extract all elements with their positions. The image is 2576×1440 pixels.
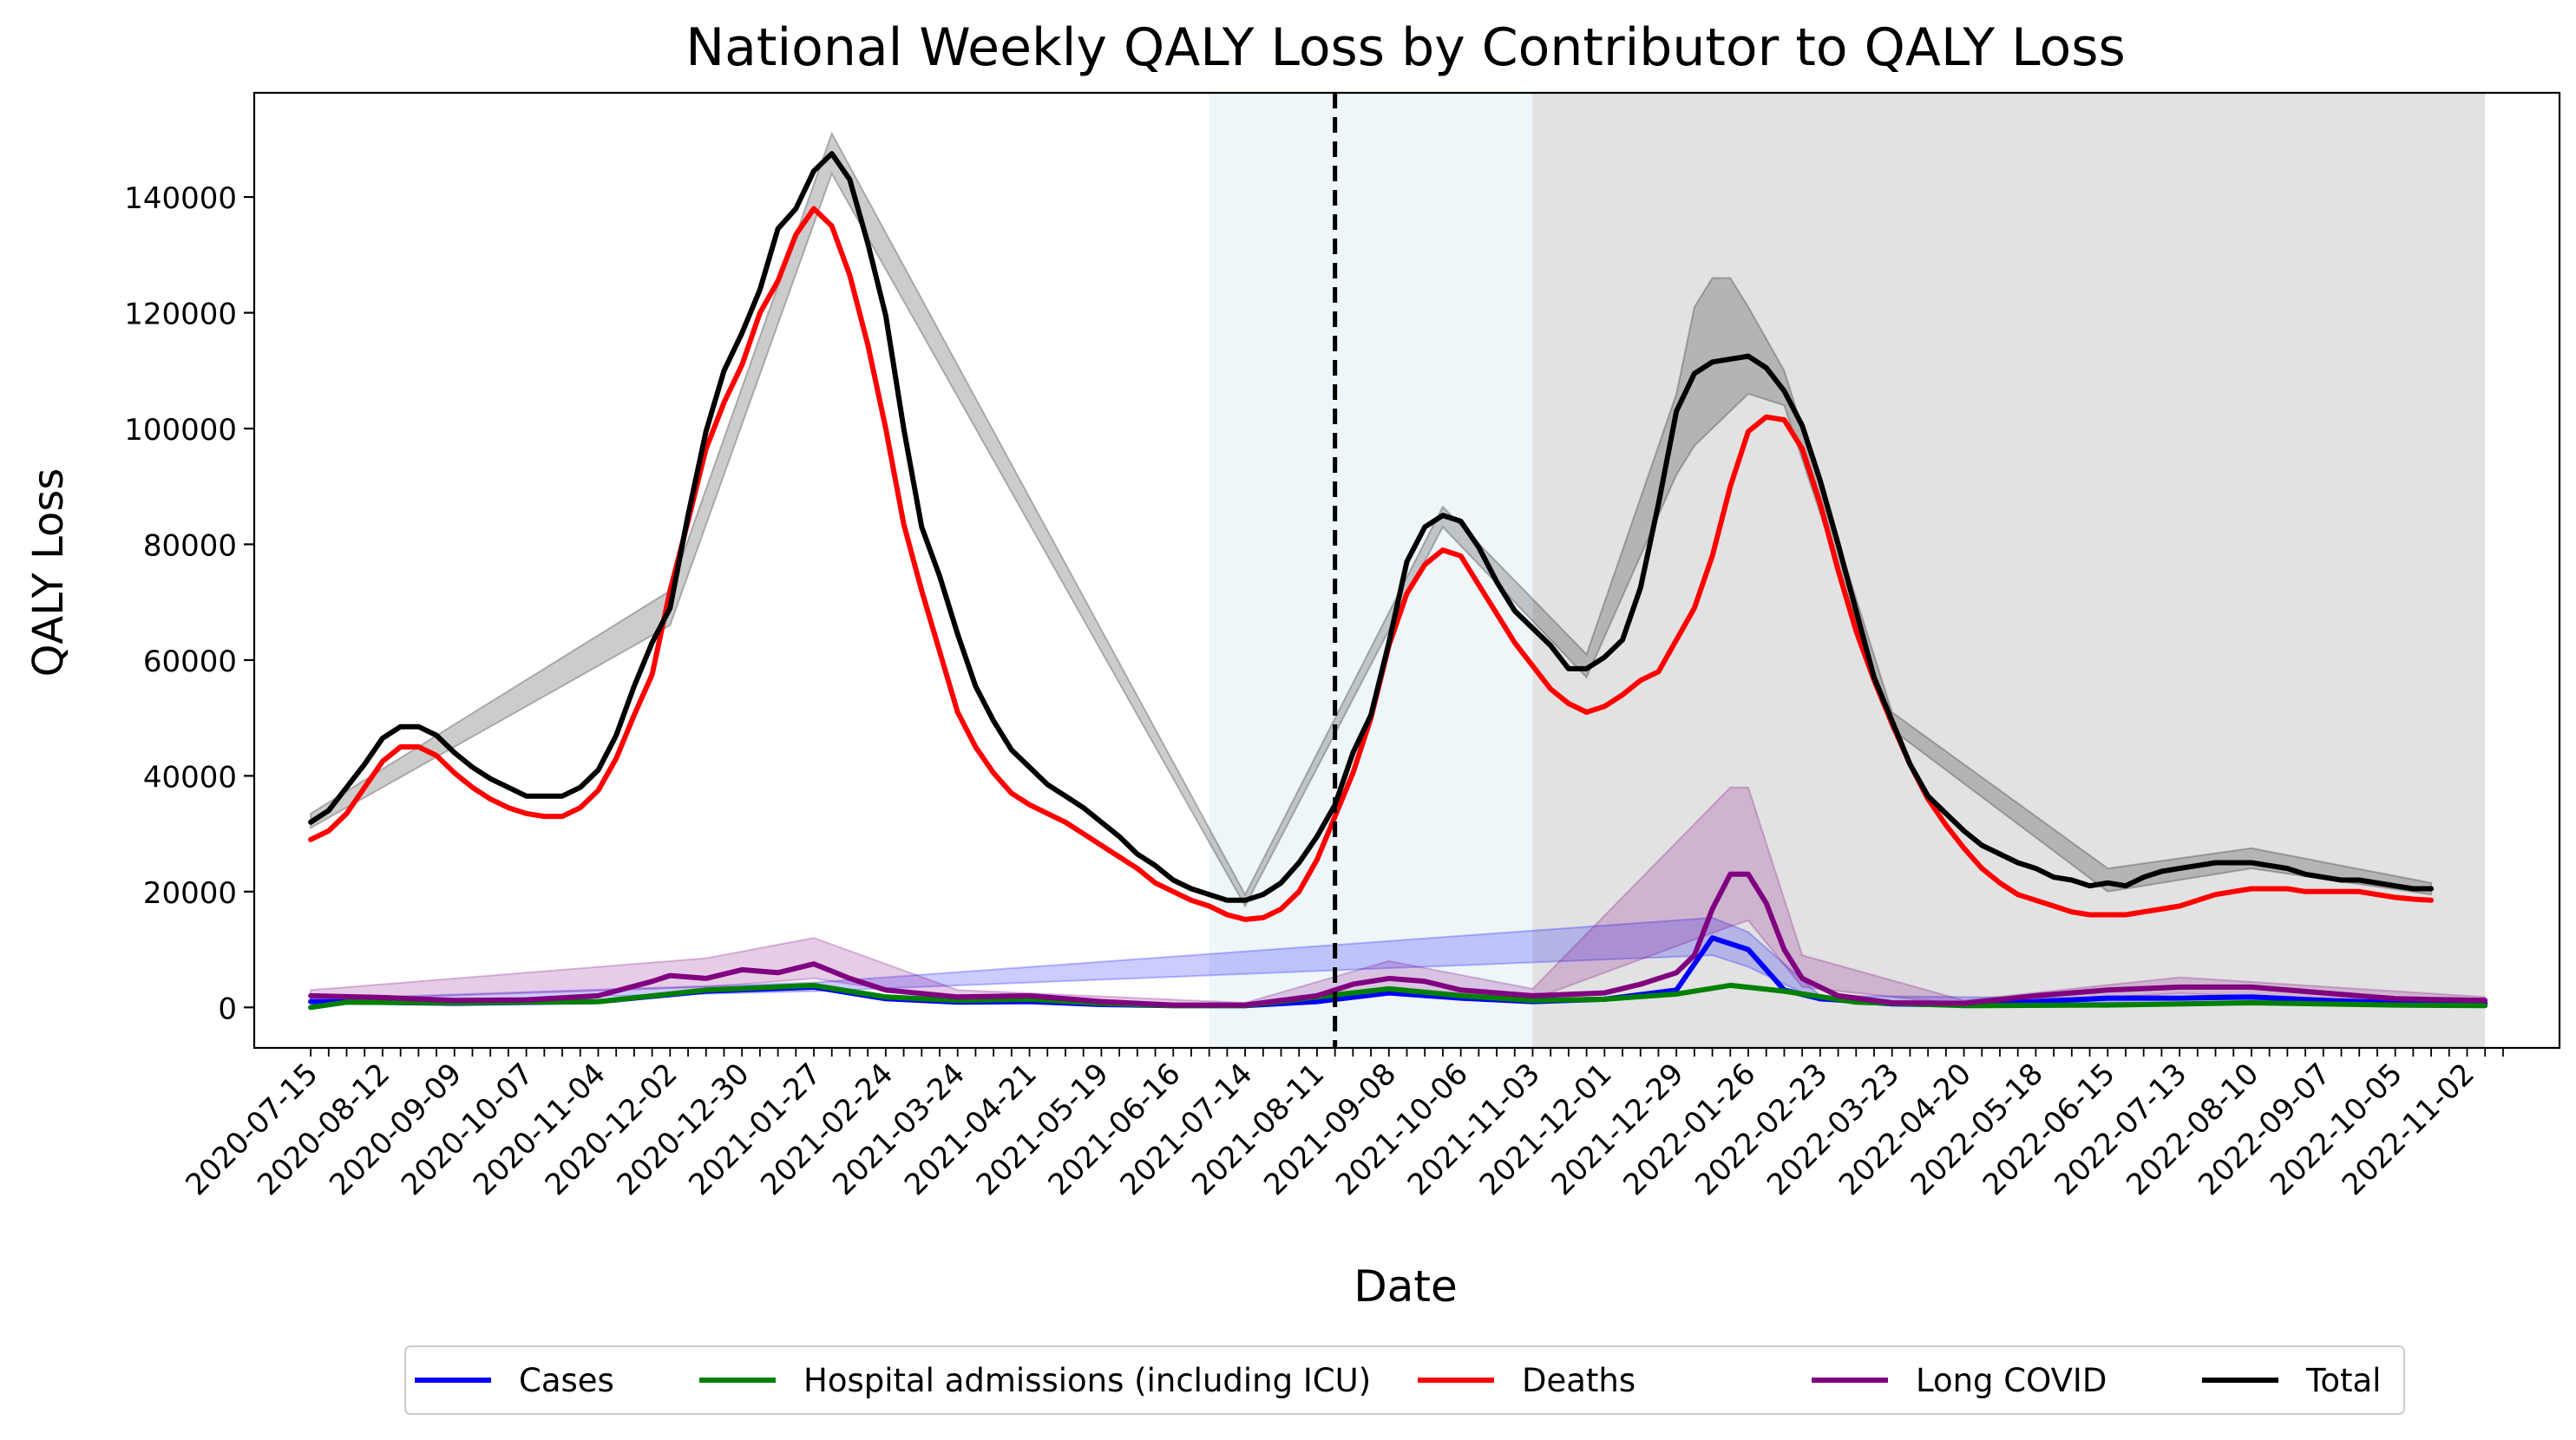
legend-label-cases: Cases [519,1362,614,1399]
y-tick-label: 80000 [143,528,237,563]
chart-title: National Weekly QALY Loss by Contributor… [685,17,2125,78]
legend-label-long-covid: Long COVID [1916,1362,2107,1399]
y-axis-ticks: 0 20000 40000 60000 80000 100000 120000 140000 [124,181,254,1026]
x-axis-label: Date [1354,1261,1458,1312]
y-tick-label: 60000 [143,645,237,679]
series-line-total [308,151,2435,903]
series-lines [308,151,2488,1011]
y-tick-label: 140000 [124,181,237,216]
y-tick-label: 120000 [124,298,237,332]
y-tick-label: 100000 [124,413,237,448]
y-tick-label: 20000 [143,876,237,911]
legend-label-hospital-admissions-including-icu: Hospital admissions (including ICU) [803,1362,1371,1399]
shaded-region-0 [1209,93,1533,1048]
legend-label-total: Total [2305,1362,2381,1399]
y-axis-label: QALY Loss [24,468,73,677]
band-total [310,131,2433,908]
y-tick-label: 0 [218,992,237,1026]
legend-label-deaths: Deaths [1522,1362,1635,1399]
y-tick-label: 40000 [143,760,237,795]
legend: Cases Hospital admissions (including ICU)… [404,1345,2405,1415]
legend-box [404,1345,2405,1415]
series-line-long-covid [308,871,2488,1008]
